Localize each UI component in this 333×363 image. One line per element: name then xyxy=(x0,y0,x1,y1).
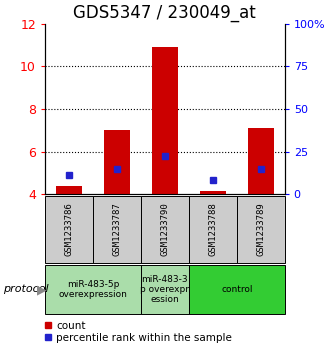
Bar xyxy=(45,196,93,263)
Text: ▶: ▶ xyxy=(37,283,46,296)
Bar xyxy=(56,185,82,194)
Text: protocol: protocol xyxy=(3,285,49,294)
Bar xyxy=(189,265,285,314)
Legend: count, percentile rank within the sample: count, percentile rank within the sample xyxy=(44,321,232,343)
Bar xyxy=(247,128,274,194)
Bar xyxy=(141,196,189,263)
Text: GSM1233790: GSM1233790 xyxy=(160,203,169,257)
Text: GSM1233788: GSM1233788 xyxy=(208,203,217,257)
Bar xyxy=(141,265,189,314)
Bar xyxy=(237,196,285,263)
Text: miR-483-5p
overexpression: miR-483-5p overexpression xyxy=(59,280,127,299)
Text: GSM1233789: GSM1233789 xyxy=(256,203,265,257)
Text: miR-483-3
p overexpr
ession: miR-483-3 p overexpr ession xyxy=(140,274,189,305)
Title: GDS5347 / 230049_at: GDS5347 / 230049_at xyxy=(74,4,256,22)
Bar xyxy=(152,47,178,194)
Bar xyxy=(45,265,141,314)
Text: GSM1233786: GSM1233786 xyxy=(64,203,74,257)
Bar xyxy=(93,196,141,263)
Text: control: control xyxy=(221,285,252,294)
Text: GSM1233787: GSM1233787 xyxy=(112,203,122,257)
Bar xyxy=(104,130,130,194)
Bar xyxy=(199,191,226,194)
Bar xyxy=(189,196,237,263)
